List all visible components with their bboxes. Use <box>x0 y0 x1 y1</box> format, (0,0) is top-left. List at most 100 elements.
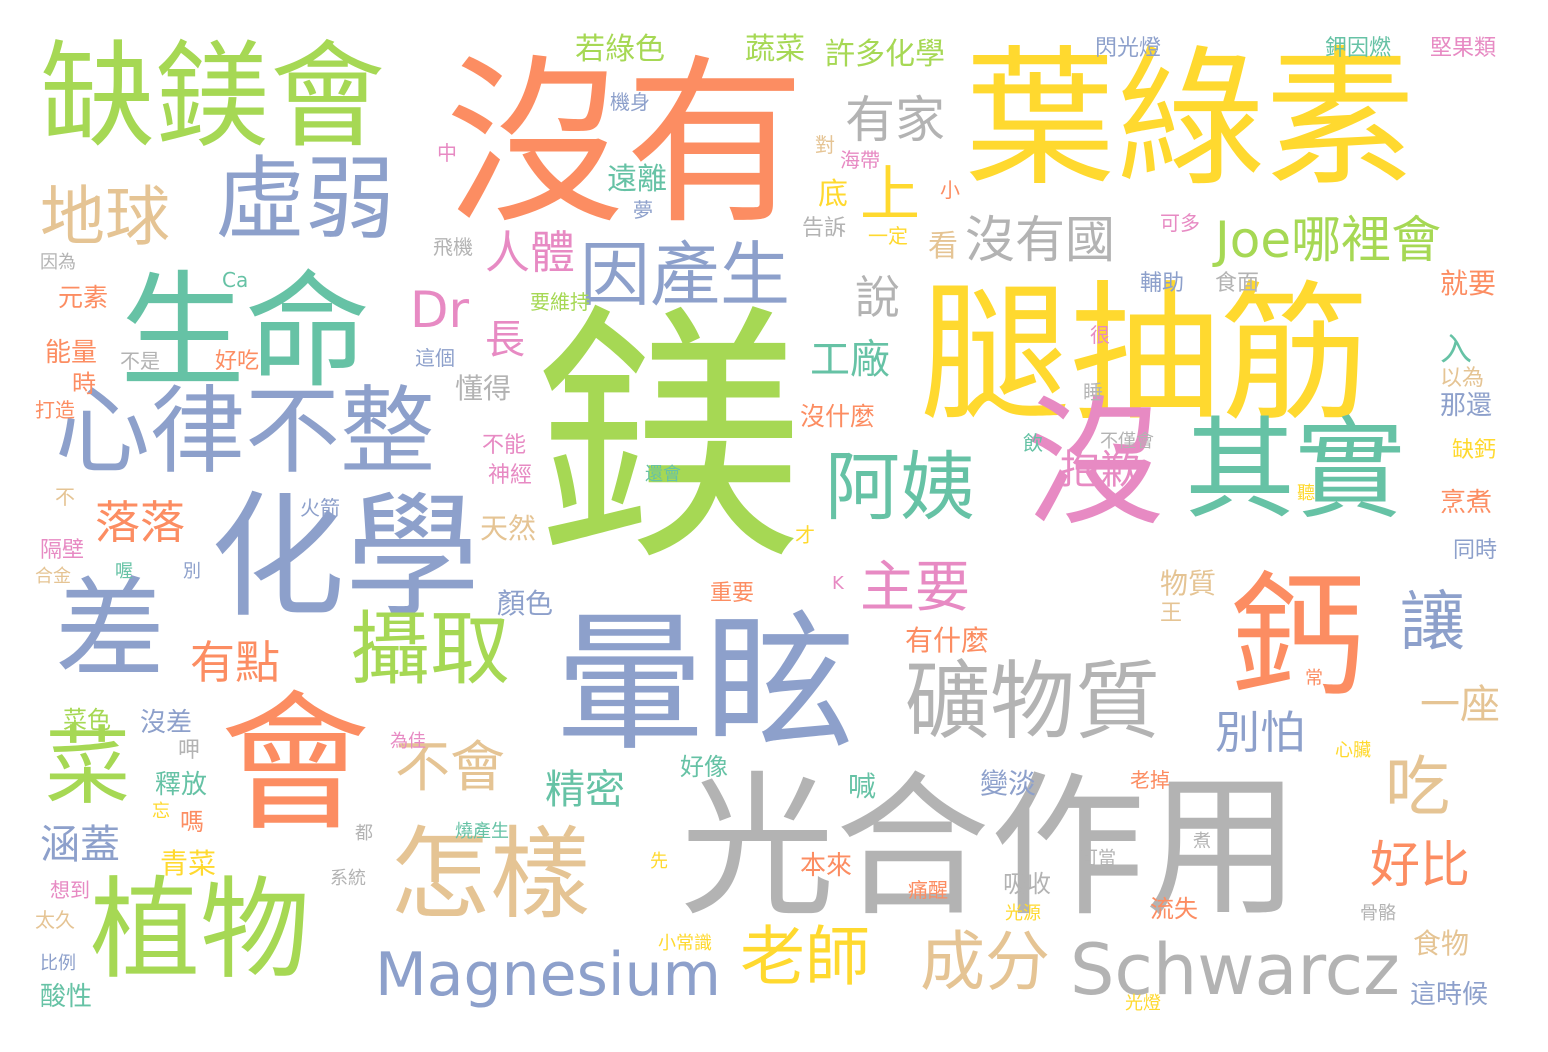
cloud-word: 差 <box>55 566 165 694</box>
cloud-word: 抱歉 <box>1060 447 1140 493</box>
cloud-word: 暈眩 <box>555 598 856 772</box>
cloud-word: 阿姨 <box>825 443 976 531</box>
cloud-word: 酸性 <box>40 982 93 1012</box>
cloud-word: 痛醒 <box>908 878 948 902</box>
cloud-word: 為佳 <box>390 731 426 752</box>
cloud-word: 說 <box>855 271 901 324</box>
cloud-word: K <box>832 573 844 594</box>
cloud-word: 海帶 <box>840 148 880 172</box>
cloud-word: 對 <box>815 133 835 157</box>
cloud-word: 讓 <box>1400 585 1466 660</box>
cloud-word: 都 <box>355 823 373 844</box>
cloud-word: Ca <box>222 268 249 292</box>
cloud-word: 吸收 <box>1003 870 1051 898</box>
cloud-word: 好像 <box>680 753 728 781</box>
cloud-word: 光燈 <box>1125 993 1161 1014</box>
cloud-word: 本來 <box>800 851 853 881</box>
cloud-word: 沒有國 <box>965 211 1115 269</box>
cloud-word: 煮 <box>1193 831 1211 852</box>
cloud-word: 燒產生 <box>455 821 509 842</box>
cloud-word: 會 <box>220 678 371 852</box>
cloud-word: 睡 <box>1083 380 1103 404</box>
cloud-word: 聽 <box>1297 483 1315 504</box>
cloud-word: 地球 <box>40 180 171 255</box>
cloud-word: 好比 <box>1370 836 1470 894</box>
cloud-word: 系統 <box>330 868 366 889</box>
cloud-word: 先 <box>650 851 668 872</box>
cloud-word: 要維持 <box>530 290 590 314</box>
cloud-word: 精密 <box>545 767 625 813</box>
cloud-word: 沒什麼 <box>800 402 876 431</box>
cloud-word: 菜色 <box>63 706 111 734</box>
cloud-word: 看 <box>928 229 958 264</box>
cloud-word: 成分 <box>920 925 1051 1000</box>
cloud-word: 火箭 <box>300 496 340 520</box>
cloud-word: 機身 <box>610 90 650 114</box>
cloud-word: 重要 <box>710 581 755 606</box>
cloud-word: 有點 <box>190 636 281 689</box>
cloud-word: 就要 <box>1440 267 1497 300</box>
cloud-word: 沒差 <box>140 708 193 738</box>
cloud-word: 變淡 <box>980 767 1037 800</box>
cloud-word: 底 <box>818 177 848 212</box>
cloud-word: 鈣 <box>1230 559 1365 716</box>
cloud-word: 其實 <box>1185 406 1405 534</box>
cloud-word: 忘 <box>152 801 170 822</box>
cloud-word: 遠離 <box>607 162 667 197</box>
cloud-word: 元素 <box>58 283 109 312</box>
cloud-word: 涵蓋 <box>40 822 120 868</box>
cloud-word: 中 <box>437 141 457 165</box>
cloud-word: 不能 <box>482 433 527 458</box>
cloud-word: 好吃 <box>215 349 260 374</box>
cloud-word: 不是 <box>120 349 160 373</box>
cloud-word: 工廠 <box>810 337 890 383</box>
cloud-word: 沒 <box>1025 383 1166 546</box>
cloud-word: 隔壁 <box>40 538 85 563</box>
cloud-word: 虛弱 <box>215 147 395 252</box>
cloud-word: 腿抽筋 <box>920 268 1371 442</box>
cloud-word: 蔬菜 <box>745 32 805 67</box>
cloud-word: 比例 <box>40 953 76 974</box>
cloud-word: 骨骼 <box>1360 903 1396 924</box>
cloud-word: 不會 <box>395 735 506 799</box>
cloud-word: 以為 <box>1440 366 1485 391</box>
cloud-word: 打造 <box>35 398 75 422</box>
cloud-word: 攝取 <box>350 603 510 696</box>
cloud-word: 落落 <box>95 496 186 549</box>
cloud-word: Magnesium <box>375 940 721 1010</box>
cloud-word: 因為 <box>40 252 76 273</box>
cloud-word: 飲 <box>1023 431 1043 455</box>
cloud-word: 喔 <box>115 561 133 582</box>
cloud-word: 時 <box>72 370 96 398</box>
cloud-word: 呷 <box>178 738 201 763</box>
cloud-word: 一座 <box>1420 682 1500 728</box>
cloud-word: 心律不整 <box>55 377 436 487</box>
cloud-word: 物質 <box>1160 567 1217 600</box>
cloud-word: 顏色 <box>497 587 554 620</box>
cloud-word: 輔助 <box>1140 271 1185 296</box>
cloud-word: 因產生 <box>580 234 790 316</box>
cloud-word: 別 <box>183 561 201 582</box>
cloud-word: 光源 <box>1005 903 1041 924</box>
cloud-word: Schwarcz <box>1070 929 1400 1011</box>
cloud-word: 許多化學 <box>825 37 945 72</box>
cloud-word: 嗎 <box>180 808 204 836</box>
cloud-word: 心臟 <box>1335 740 1371 761</box>
cloud-word: 夢 <box>633 198 653 222</box>
cloud-word: 太久 <box>35 908 75 932</box>
cloud-word: Joe哪裡會 <box>1215 211 1442 269</box>
cloud-word: 入 <box>1440 330 1473 368</box>
cloud-word: 閃光燈 <box>1095 36 1162 61</box>
cloud-word: 還會 <box>645 464 681 485</box>
cloud-word: 長 <box>485 317 525 363</box>
cloud-word: 有家 <box>845 91 945 149</box>
cloud-word: 想到 <box>50 878 90 902</box>
cloud-word: 釋放 <box>155 770 208 800</box>
cloud-word: 老師 <box>740 920 871 995</box>
cloud-word: 上 <box>860 160 920 230</box>
cloud-word: 不 <box>55 485 75 509</box>
cloud-word: 小 <box>940 178 960 202</box>
cloud-word: 能量 <box>45 338 98 368</box>
cloud-word: 一定 <box>868 224 908 248</box>
